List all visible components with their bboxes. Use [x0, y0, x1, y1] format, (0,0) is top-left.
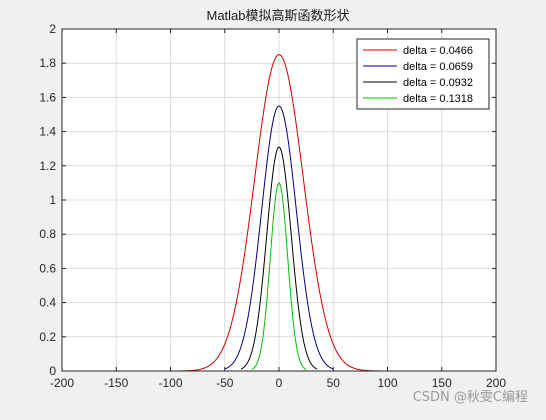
- x-tick-label: 150: [432, 376, 452, 390]
- watermark: CSDN @秋雯C编程: [412, 390, 528, 405]
- x-tick-label: -50: [216, 376, 234, 390]
- chart-title: Matlab模拟高斯函数形状: [206, 8, 349, 23]
- y-tick-label: 1.6: [39, 90, 56, 104]
- y-tick-label: 0.2: [39, 330, 56, 344]
- x-tick-label: -150: [104, 376, 128, 390]
- y-tick-label: 2: [49, 22, 56, 36]
- y-tick-label: 0.4: [39, 296, 56, 310]
- x-tick-label: -200: [50, 376, 74, 390]
- x-tick-label: 50: [327, 376, 341, 390]
- y-tick-label: 1.4: [39, 125, 56, 139]
- series-line-4: [251, 182, 307, 371]
- y-tick-label: 0: [49, 364, 56, 378]
- x-tick-label: 100: [377, 376, 397, 390]
- y-tick-label: 1: [49, 193, 56, 207]
- y-tick-label: 0.8: [39, 227, 56, 241]
- series-line-2: [224, 105, 334, 370]
- legend-label: delta = 0.0932: [403, 77, 473, 89]
- x-tick-label: 200: [486, 376, 506, 390]
- grid: [61, 28, 497, 372]
- y-tick-label: 1.2: [39, 159, 56, 173]
- y-tick-label: 0.6: [39, 261, 56, 275]
- legend-label: delta = 0.1318: [403, 93, 473, 105]
- x-tick-label: -100: [158, 376, 182, 390]
- legend-label: delta = 0.0466: [403, 45, 473, 57]
- series-line-3: [240, 146, 318, 370]
- legend: delta = 0.0466 delta = 0.0659 delta = 0.09…: [356, 38, 490, 110]
- y-tick-label: 1.8: [39, 56, 56, 70]
- ticks: -200 -150 -100 -50 0 50 100 150 200 0 0.2 0.4 0.6 0.8…: [39, 22, 506, 390]
- legend-label: delta = 0.0659: [403, 61, 473, 73]
- x-tick-label: 0: [276, 376, 283, 390]
- legend-box: [356, 38, 490, 110]
